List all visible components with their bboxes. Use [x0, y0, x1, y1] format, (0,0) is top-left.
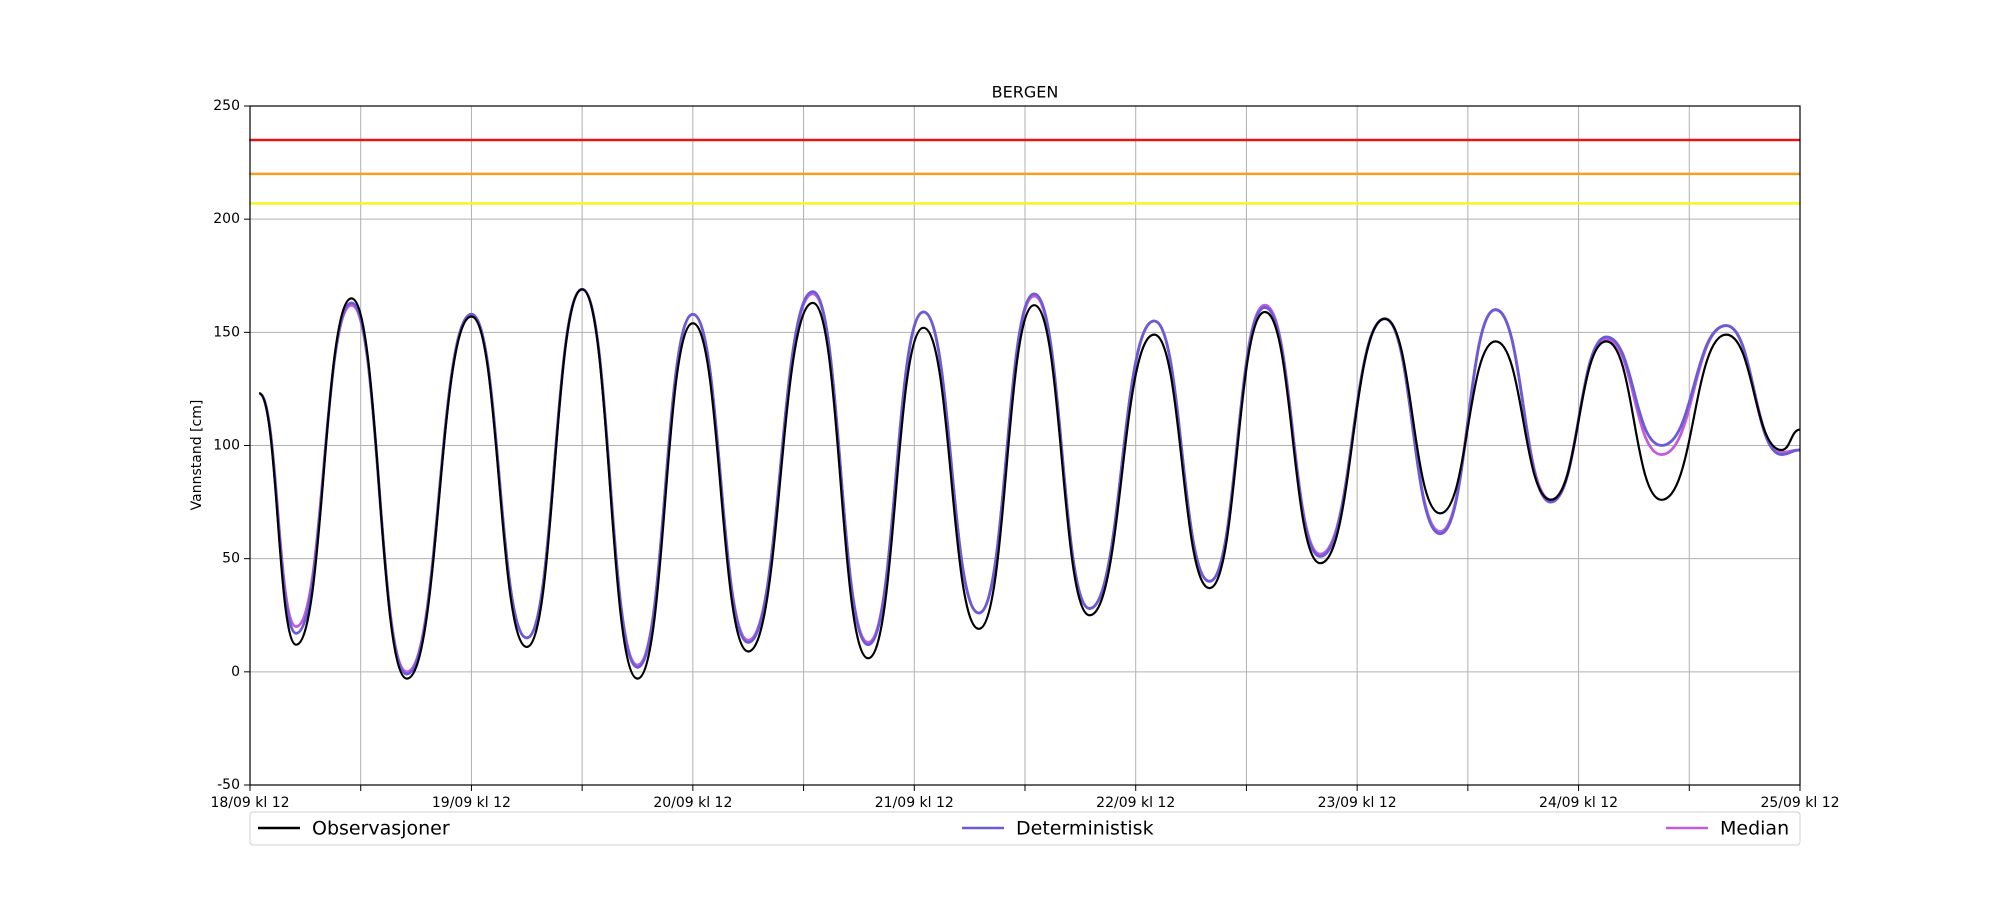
y-tick-label: 200 — [213, 211, 240, 227]
y-tick-label: 250 — [213, 98, 240, 114]
x-tick-label: 25/09 kl 12 — [1760, 795, 1839, 811]
legend-label: Observasjoner — [312, 818, 450, 840]
x-tick-label: 22/09 kl 12 — [1096, 795, 1175, 811]
y-tick-label: 50 — [222, 551, 240, 567]
plot-frame — [249, 105, 1801, 786]
legend-label: Deterministisk — [1016, 818, 1154, 840]
legend-box — [249, 811, 1801, 846]
y-tick-label: 150 — [213, 324, 240, 340]
x-tick-label: 24/09 kl 12 — [1539, 795, 1618, 811]
series-line — [257, 287, 1801, 676]
x-tick-label: 19/09 kl 12 — [432, 795, 511, 811]
series-line — [258, 288, 1801, 680]
legend-label: Median — [1720, 818, 1789, 840]
x-tick-label: 23/09 kl 12 — [1318, 795, 1397, 811]
y-tick-label: 100 — [213, 438, 240, 454]
x-tick-label: 21/09 kl 12 — [875, 795, 954, 811]
y-tick-label: -50 — [217, 777, 240, 793]
y-tick-label: 0 — [231, 664, 240, 680]
y-axis-label: Vannstand [cm] — [189, 400, 205, 511]
series-line — [257, 287, 1801, 674]
chart-title: BERGEN — [992, 83, 1059, 102]
x-tick-label: 20/09 kl 12 — [653, 795, 732, 811]
x-tick-label: 18/09 kl 12 — [210, 795, 289, 811]
